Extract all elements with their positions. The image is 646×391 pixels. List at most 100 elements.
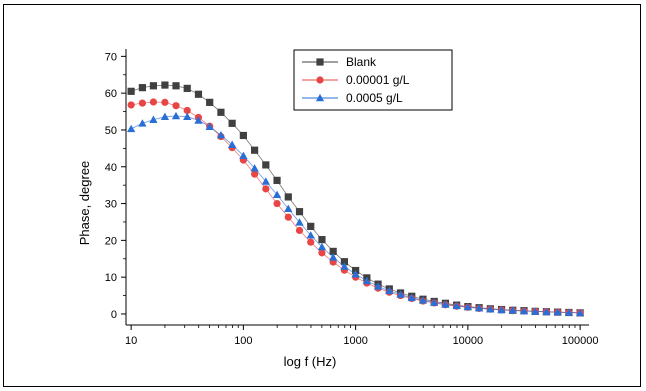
legend-entry: 0.0005 g/L [346, 91, 403, 105]
data-point [138, 119, 147, 127]
legend-marker [316, 58, 324, 66]
data-point [295, 208, 304, 216]
data-point [127, 87, 135, 95]
data-point [273, 199, 281, 208]
data-point [284, 204, 293, 213]
data-point [519, 306, 529, 315]
legend-marker [316, 76, 324, 84]
data-point [385, 286, 394, 295]
data-point [250, 164, 259, 172]
data-point [542, 307, 551, 316]
data-point [430, 298, 439, 306]
legend-entry: 0.00001 g/L [346, 73, 410, 87]
data-point [318, 249, 326, 257]
y-tick-label: 10 [105, 272, 117, 284]
data-point [441, 300, 450, 308]
data-point [262, 161, 270, 169]
data-point [171, 111, 181, 120]
x-tick-label: 10 [125, 335, 137, 347]
data-point [407, 293, 416, 302]
data-point [183, 84, 191, 92]
data-point [318, 236, 326, 244]
data-point [239, 131, 247, 140]
data-point [317, 242, 327, 251]
legend-marker [315, 93, 325, 102]
data-point [206, 98, 214, 106]
data-point [329, 253, 338, 261]
data-point [262, 185, 270, 193]
data-point [126, 124, 136, 133]
data-point [172, 82, 180, 90]
legend: Blank 0.00001 g/L 0.0005 g/L [293, 49, 453, 111]
data-point [295, 226, 304, 235]
data-point [251, 170, 259, 178]
y-tick-label: 20 [105, 235, 117, 247]
x-tick-label: 1000 [343, 335, 367, 347]
data-point [172, 102, 180, 110]
y-tick-label: 60 [105, 88, 117, 100]
data-point [396, 290, 405, 298]
data-point [194, 90, 203, 98]
data-point [216, 130, 226, 139]
series-line [130, 115, 581, 314]
data-point [531, 307, 540, 315]
data-point [564, 308, 574, 316]
data-point [351, 270, 360, 278]
data-point [239, 151, 248, 160]
data-point [284, 193, 292, 201]
data-point [329, 247, 337, 255]
y-tick-label: 70 [105, 51, 117, 63]
data-point [486, 305, 495, 313]
data-point [295, 218, 304, 226]
x-tick-label: 100000 [562, 335, 599, 347]
data-point [272, 190, 282, 199]
data-point [452, 301, 461, 310]
data-point [307, 238, 315, 246]
phase-chart: 10 100 1000 10000 100000 0 10 20 30 40 50 60 70 Blan… [77, 49, 599, 369]
series-line [131, 101, 581, 314]
data-point [575, 308, 585, 317]
data-point [553, 307, 562, 316]
y-tick-label: 40 [105, 162, 117, 174]
y-tick-label: 30 [105, 199, 117, 211]
legend-entry: Blank [346, 55, 377, 69]
data-point [340, 258, 348, 266]
data-point [362, 276, 371, 285]
data-point [149, 82, 158, 90]
series-1 [127, 98, 584, 317]
data-point [205, 122, 214, 130]
data-point [183, 106, 191, 115]
y-tick-label: 50 [105, 125, 117, 137]
data-point [497, 305, 506, 314]
data-point [273, 176, 281, 184]
data-point [217, 108, 225, 116]
x-tick-label: 10000 [453, 335, 484, 347]
data-point [228, 119, 236, 127]
data-point [127, 101, 135, 109]
data-point [261, 177, 270, 185]
data-point [463, 302, 473, 311]
data-point [508, 306, 517, 314]
data-point [227, 140, 237, 148]
series-layer [126, 81, 585, 317]
data-point [138, 84, 147, 92]
chart-frame: 10 100 1000 10000 100000 0 10 20 30 40 50 60 70 Blan… [3, 4, 641, 387]
data-point [138, 99, 147, 107]
x-axis-label: log f (Hz) [284, 354, 337, 369]
data-point [161, 98, 169, 106]
data-point [474, 303, 484, 312]
data-point [418, 296, 428, 304]
data-point [194, 116, 203, 124]
data-point [251, 146, 259, 154]
data-point [161, 81, 169, 89]
y-tick-label: 0 [111, 309, 117, 321]
data-point [284, 213, 292, 221]
y-axis-label: Phase, degree [77, 161, 92, 246]
x-tick-label: 100 [234, 335, 252, 347]
series-2 [126, 111, 585, 317]
data-point [306, 231, 315, 239]
data-point [307, 222, 315, 230]
data-point [183, 112, 192, 121]
data-point [373, 282, 383, 290]
data-point [149, 98, 158, 106]
